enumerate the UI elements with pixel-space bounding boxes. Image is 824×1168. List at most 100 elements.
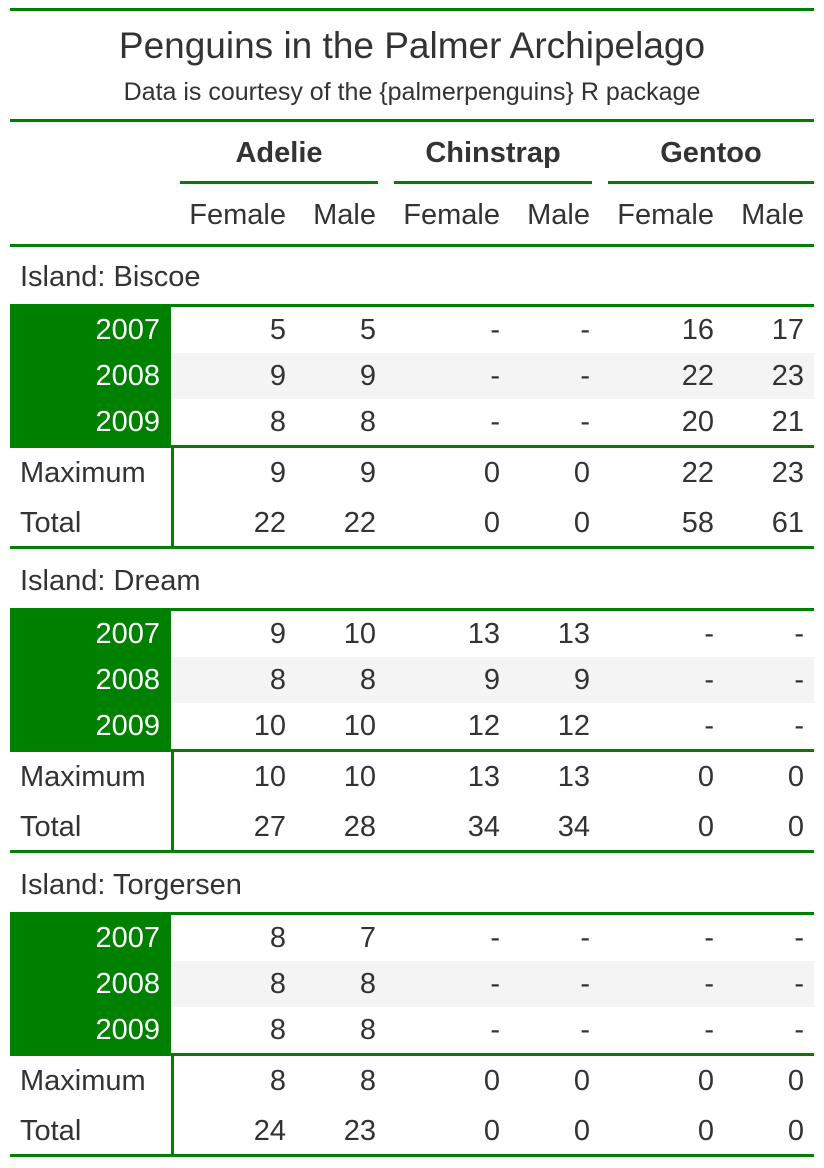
summary-cell: 0 xyxy=(483,457,500,489)
table-cell: - xyxy=(490,314,500,346)
table-cell: - xyxy=(794,968,804,1000)
summary-cell: 27 xyxy=(253,811,286,843)
summary-cell: 0 xyxy=(483,507,500,539)
summary-cell: 24 xyxy=(253,1115,286,1147)
group-label-rule xyxy=(10,304,814,307)
summary-cell: 0 xyxy=(573,457,590,489)
row-year-label: 2007 xyxy=(95,314,160,346)
table-subtitle: Data is courtesy of the {palmerpenguins}… xyxy=(123,78,701,106)
table-cell: - xyxy=(580,314,590,346)
table-cell: 16 xyxy=(681,314,714,346)
stub-divider xyxy=(171,448,174,546)
table-cell: 10 xyxy=(343,710,376,742)
table-cell: - xyxy=(704,710,714,742)
summary-cell: 10 xyxy=(253,761,286,793)
table-cell: 12 xyxy=(557,710,590,742)
summary-cell: 22 xyxy=(253,507,286,539)
summary-cell: 0 xyxy=(787,1065,804,1097)
summary-cell: 58 xyxy=(681,507,714,539)
table-cell: 9 xyxy=(573,664,590,696)
table-cell: 23 xyxy=(771,360,804,392)
summary-cell: 13 xyxy=(467,761,500,793)
summary-cell: 13 xyxy=(557,761,590,793)
row-year-label: 2008 xyxy=(95,968,160,1000)
table-cell: 8 xyxy=(359,406,376,438)
row-year-label: 2009 xyxy=(95,406,160,438)
year-stub-block xyxy=(10,307,171,445)
table-cell: - xyxy=(580,406,590,438)
summary-cell: 0 xyxy=(697,1065,714,1097)
stub-divider xyxy=(171,752,174,850)
table-cell: - xyxy=(580,360,590,392)
summary-cell: 0 xyxy=(697,761,714,793)
table-cell: - xyxy=(580,1014,590,1046)
table-cell: - xyxy=(794,710,804,742)
summary-rule xyxy=(10,1053,814,1056)
summary-cell: 22 xyxy=(343,507,376,539)
table-cell: 10 xyxy=(253,710,286,742)
row-year-label: 2007 xyxy=(95,618,160,650)
summary-label: Total xyxy=(20,1115,82,1147)
table-cell: - xyxy=(580,968,590,1000)
summary-rule xyxy=(10,749,814,752)
table-cell: - xyxy=(490,968,500,1000)
group-label-rule xyxy=(10,912,814,915)
summary-cell: 34 xyxy=(557,811,590,843)
table-cell: 8 xyxy=(269,406,286,438)
table-cell: 8 xyxy=(269,664,286,696)
summary-cell: 8 xyxy=(269,1065,286,1097)
top-rule xyxy=(10,8,814,11)
summary-cell: 8 xyxy=(359,1065,376,1097)
summary-label: Maximum xyxy=(20,1065,146,1097)
table-cell: 5 xyxy=(359,314,376,346)
year-stub-block xyxy=(10,915,171,1053)
summary-label: Maximum xyxy=(20,761,146,793)
group-bottom-rule xyxy=(10,546,814,549)
year-stub-block xyxy=(10,611,171,749)
summary-cell: 28 xyxy=(343,811,376,843)
summary-cell: 34 xyxy=(467,811,500,843)
table-cell: 20 xyxy=(681,406,714,438)
column-header-rule xyxy=(10,244,814,247)
row-year-label: 2008 xyxy=(95,664,160,696)
spanner-rule-adelie xyxy=(180,181,378,184)
summary-cell: 22 xyxy=(681,457,714,489)
summary-cell: 0 xyxy=(787,761,804,793)
table-cell: 13 xyxy=(557,618,590,650)
table-cell: - xyxy=(704,1014,714,1046)
column-header-adelie-male: Male xyxy=(313,199,376,231)
table-cell: 21 xyxy=(771,406,804,438)
row-year-label: 2009 xyxy=(95,710,160,742)
summary-cell: 0 xyxy=(787,811,804,843)
summary-cell: 23 xyxy=(771,457,804,489)
table-cell: - xyxy=(704,664,714,696)
table-cell: 8 xyxy=(359,1014,376,1046)
table-cell: - xyxy=(490,406,500,438)
summary-cell: 0 xyxy=(697,811,714,843)
table-cell: 7 xyxy=(359,922,376,954)
table-cell: - xyxy=(490,360,500,392)
table-cell: 9 xyxy=(483,664,500,696)
group-label: Island: Dream xyxy=(20,565,201,597)
table-cell: 12 xyxy=(467,710,500,742)
table-cell: 9 xyxy=(269,618,286,650)
summary-cell: 0 xyxy=(573,507,590,539)
table-cell: - xyxy=(704,922,714,954)
spanner-chinstrap: Chinstrap xyxy=(425,137,561,169)
summary-cell: 61 xyxy=(771,507,804,539)
group-bottom-rule xyxy=(10,1154,814,1157)
summary-label: Maximum xyxy=(20,457,146,489)
spanner-gentoo: Gentoo xyxy=(660,137,762,169)
column-header-chinstrap-male: Male xyxy=(527,199,590,231)
table-cell: 9 xyxy=(269,360,286,392)
group-label-rule xyxy=(10,608,814,611)
column-header-chinstrap-female: Female xyxy=(403,199,500,231)
spanner-rule-chinstrap xyxy=(394,181,592,184)
table-cell: 8 xyxy=(269,922,286,954)
group-bottom-rule xyxy=(10,850,814,853)
summary-cell: 23 xyxy=(343,1115,376,1147)
summary-cell: 0 xyxy=(573,1115,590,1147)
table-cell: 8 xyxy=(359,968,376,1000)
column-header-gentoo-male: Male xyxy=(741,199,804,231)
column-header-adelie-female: Female xyxy=(189,199,286,231)
